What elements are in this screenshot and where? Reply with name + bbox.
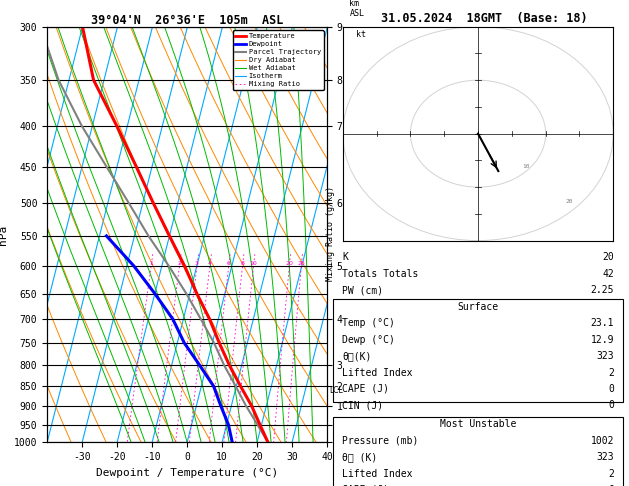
Text: 20: 20: [566, 199, 574, 204]
Text: Mixing Ratio (g/kg): Mixing Ratio (g/kg): [326, 186, 335, 281]
Text: 23.1: 23.1: [591, 318, 614, 328]
Text: 8: 8: [241, 261, 245, 266]
Text: Lifted Index: Lifted Index: [342, 367, 413, 378]
Text: 10: 10: [522, 164, 530, 170]
Text: Totals Totals: Totals Totals: [342, 269, 418, 279]
Text: 1002: 1002: [591, 435, 614, 446]
Title: 39°04'N  26°36'E  105m  ASL: 39°04'N 26°36'E 105m ASL: [91, 14, 283, 27]
Text: 0: 0: [608, 384, 614, 394]
Text: Dewp (°C): Dewp (°C): [342, 335, 395, 345]
Text: 42: 42: [603, 269, 614, 279]
Text: Lifted Index: Lifted Index: [342, 469, 413, 479]
Text: 12.9: 12.9: [591, 335, 614, 345]
Text: 2: 2: [177, 261, 182, 266]
Text: 2: 2: [608, 469, 614, 479]
Text: 0: 0: [608, 485, 614, 486]
Text: 2: 2: [608, 367, 614, 378]
Text: CAPE (J): CAPE (J): [342, 384, 389, 394]
Text: Most Unstable: Most Unstable: [440, 419, 516, 429]
Y-axis label: hPa: hPa: [0, 225, 8, 244]
Text: kt: kt: [357, 31, 366, 39]
Text: 6: 6: [227, 261, 231, 266]
Text: 2.25: 2.25: [591, 285, 614, 295]
Legend: Temperature, Dewpoint, Parcel Trajectory, Dry Adiabat, Wet Adiabat, Isotherm, Mi: Temperature, Dewpoint, Parcel Trajectory…: [233, 30, 323, 90]
Text: θᴇ(K): θᴇ(K): [342, 351, 372, 361]
Text: 0: 0: [608, 400, 614, 411]
Text: 4: 4: [208, 261, 212, 266]
Text: CIN (J): CIN (J): [342, 400, 383, 411]
Text: 25: 25: [298, 261, 305, 266]
Text: 323: 323: [596, 351, 614, 361]
Text: Pressure (mb): Pressure (mb): [342, 435, 418, 446]
Text: 31.05.2024  18GMT  (Base: 18): 31.05.2024 18GMT (Base: 18): [381, 12, 587, 25]
Text: CAPE (J): CAPE (J): [342, 485, 389, 486]
Text: Temp (°C): Temp (°C): [342, 318, 395, 328]
Text: 20: 20: [286, 261, 293, 266]
Text: km
ASL: km ASL: [350, 0, 364, 18]
Text: Surface: Surface: [457, 302, 499, 312]
Text: 3: 3: [195, 261, 199, 266]
Text: 20: 20: [603, 252, 614, 262]
Text: PW (cm): PW (cm): [342, 285, 383, 295]
Text: θᴇ (K): θᴇ (K): [342, 452, 377, 462]
Text: 323: 323: [596, 452, 614, 462]
Text: 10: 10: [250, 261, 257, 266]
Text: 1: 1: [149, 261, 153, 266]
Text: LCL: LCL: [329, 386, 343, 395]
X-axis label: Dewpoint / Temperature (°C): Dewpoint / Temperature (°C): [96, 468, 278, 478]
Text: K: K: [342, 252, 348, 262]
